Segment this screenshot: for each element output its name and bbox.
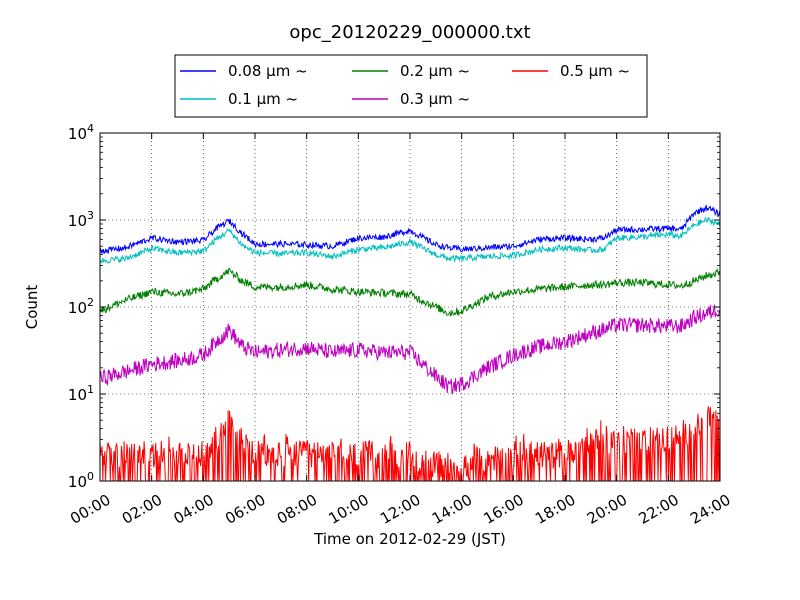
x-tick-label: 10:00 bbox=[325, 491, 371, 528]
x-tick-label: 22:00 bbox=[635, 491, 681, 528]
y-tick-label: 103 bbox=[68, 209, 94, 230]
y-tick-label: 101 bbox=[68, 383, 94, 404]
x-tick-label: 00:00 bbox=[67, 491, 113, 528]
x-axis-label: Time on 2012-02-29 (JST) bbox=[313, 530, 506, 548]
legend-label-4: 0.5 μm ~ bbox=[560, 62, 630, 80]
x-tick-label: 04:00 bbox=[170, 491, 216, 528]
x-tick-label: 24:00 bbox=[687, 491, 733, 528]
chart-title: opc_20120229_000000.txt bbox=[289, 22, 530, 43]
series-line-3 bbox=[99, 304, 721, 395]
x-tick-labels: 00:00 02:00 04:00 06:00 08:00 10:00 12:00 14:00… bbox=[67, 491, 733, 528]
x-tick-label: 06:00 bbox=[222, 491, 268, 528]
legend-frame bbox=[174, 54, 648, 118]
series-line-1 bbox=[99, 216, 721, 264]
x-tick-label: 12:00 bbox=[377, 491, 423, 528]
ticks bbox=[99, 132, 721, 482]
y-tick-label: 102 bbox=[68, 296, 94, 317]
x-tick-label: 08:00 bbox=[274, 491, 320, 528]
x-tick-label: 02:00 bbox=[119, 491, 165, 528]
series-line-0 bbox=[99, 204, 721, 255]
x-tick-label: 18:00 bbox=[532, 491, 578, 528]
legend-label-2: 0.2 μm ~ bbox=[400, 62, 470, 80]
legend: 0.08 μm ~ 0.1 μm ~ 0.2 μm ~ 0.3 μm ~ 0.5 μm … bbox=[174, 54, 648, 118]
x-tick-label: 14:00 bbox=[429, 491, 475, 528]
series-line-2 bbox=[99, 267, 721, 317]
y-axis-label: Count bbox=[23, 285, 41, 330]
y-tick-label: 104 bbox=[68, 122, 94, 143]
legend-label-3: 0.3 μm ~ bbox=[400, 90, 470, 108]
x-tick-label: 16:00 bbox=[480, 491, 526, 528]
grid bbox=[100, 133, 720, 481]
y-tick-label: 100 bbox=[68, 470, 94, 491]
x-tick-label: 20:00 bbox=[584, 491, 630, 528]
legend-label-0: 0.08 μm ~ bbox=[228, 62, 308, 80]
legend-label-1: 0.1 μm ~ bbox=[228, 90, 298, 108]
y-tick-labels: 100 101 102 103 104 bbox=[68, 122, 94, 491]
